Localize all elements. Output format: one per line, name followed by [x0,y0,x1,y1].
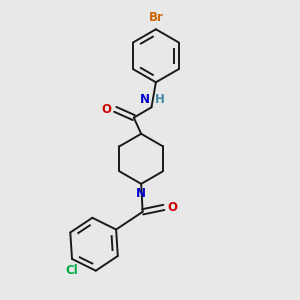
Text: O: O [102,103,112,116]
Text: Cl: Cl [66,264,78,277]
Text: N: N [140,93,150,106]
Text: N: N [136,188,146,200]
Text: Br: Br [148,11,163,24]
Text: H: H [155,93,165,106]
Text: O: O [167,201,177,214]
